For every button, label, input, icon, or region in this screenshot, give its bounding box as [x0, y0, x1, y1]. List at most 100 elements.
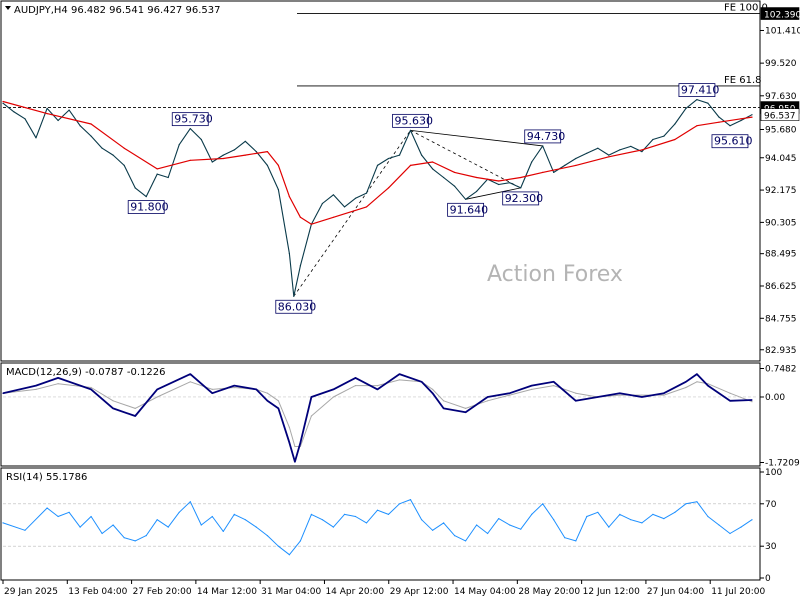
rsi-point	[696, 501, 698, 503]
rsi-point	[398, 503, 401, 505]
triangle-lower-line	[465, 187, 521, 200]
price-point	[68, 109, 70, 111]
rsi-point	[200, 524, 202, 526]
macd-y-axis: 0.7482 0.00 -1.7209	[760, 364, 800, 469]
rsi-y-axis: 100 70 30 0	[760, 468, 782, 584]
price-y-tick-label: 101.410	[765, 26, 800, 36]
price-point	[200, 138, 202, 141]
price-tag-box	[760, 7, 800, 20]
time-tick-label: 12 Jun 12:00	[583, 587, 640, 597]
price-point	[465, 198, 467, 200]
macd-signal-point	[57, 383, 59, 385]
rsi-point	[90, 515, 92, 518]
macd-point	[465, 411, 467, 413]
price-point	[553, 171, 555, 173]
moving-average-point	[498, 180, 500, 182]
macd-point	[277, 407, 279, 409]
price-tag-box	[760, 108, 800, 121]
macd-y-tick-label: 0.00	[765, 393, 785, 403]
macd-point	[134, 415, 136, 417]
macd-point	[443, 407, 445, 409]
moving-average-line	[2, 100, 753, 225]
rsi-point	[729, 532, 731, 535]
rsi-point	[421, 519, 423, 521]
macd-y-tick-label: 0.7482	[765, 364, 797, 374]
time-tick-label: 11 Jul 20:00	[711, 587, 765, 597]
rsi-point	[751, 519, 753, 521]
rsi-point	[288, 554, 290, 556]
price-tag-label: 102.390	[764, 11, 800, 21]
price-point	[696, 99, 698, 101]
moving-average-point	[432, 161, 434, 163]
price-point	[652, 138, 654, 141]
rsi-point	[178, 511, 180, 513]
rsi-point	[520, 528, 522, 530]
macd-point	[487, 396, 489, 398]
macd-point	[90, 388, 92, 390]
price-point	[663, 135, 665, 137]
moving-average-point	[740, 118, 742, 120]
price-y-tick-label: 99.520	[765, 59, 797, 69]
rsi-point	[652, 513, 654, 516]
rsi-point	[685, 503, 687, 505]
price-annotation-label: 95.610	[714, 135, 753, 148]
price-point	[564, 164, 566, 166]
price-annotation-box	[711, 134, 749, 149]
macd-signal-point	[432, 388, 434, 390]
moving-average-point	[608, 156, 610, 158]
moving-average-point	[409, 164, 412, 166]
rsi-point	[476, 524, 478, 526]
macd-signal-point	[35, 388, 37, 390]
macd-point	[354, 377, 357, 379]
rsi-point	[167, 526, 169, 528]
price-annotation-label: 94.730	[527, 130, 566, 143]
price-point	[520, 187, 522, 189]
price-point	[354, 197, 357, 199]
rsi-point	[343, 513, 346, 516]
price-y-tick-label: 82.935	[765, 346, 797, 356]
macd-point	[310, 396, 312, 398]
macd-point	[2, 392, 4, 394]
rsi-point	[24, 529, 26, 531]
macd-point	[432, 392, 434, 394]
price-point	[266, 164, 268, 166]
price-point	[707, 102, 709, 104]
macd-point	[211, 392, 213, 394]
macd-signal-point	[294, 445, 296, 448]
rsi-point	[299, 540, 301, 542]
price-y-tick-label: 97.630	[765, 92, 797, 102]
rsi-series-group	[2, 499, 753, 556]
price-point	[288, 253, 290, 255]
price-annotations: 95.730 91.800 86.030 95.630 91.640 94.730 92.3…	[127, 83, 753, 314]
macd-signal-point	[211, 388, 213, 390]
price-point	[641, 151, 643, 153]
rsi-point	[321, 519, 323, 521]
pane-collapse-icon[interactable]	[5, 6, 11, 10]
price-point	[398, 154, 401, 156]
macd-point	[288, 442, 290, 444]
fibonacci-levels: FE 100.0 FE 61.8	[3, 3, 768, 108]
macd-signal-point	[641, 394, 643, 396]
rsi-point	[189, 501, 191, 503]
price-point	[332, 194, 334, 196]
price-point	[509, 182, 511, 184]
rsi-point	[156, 519, 158, 521]
moving-average-point	[641, 149, 643, 151]
rsi-point	[332, 526, 334, 528]
price-point	[222, 154, 224, 156]
moving-average-point	[244, 154, 246, 156]
fib-level-label: FE 61.8	[724, 75, 762, 86]
macd-signal-point	[685, 386, 687, 389]
rsi-point	[310, 513, 312, 516]
macd-point	[376, 388, 379, 390]
price-y-tick-label: 86.625	[765, 282, 797, 292]
moving-average-point	[365, 206, 368, 208]
price-y-tick-label: 84.755	[765, 314, 797, 324]
price-point	[101, 147, 103, 149]
macd-signal-point	[619, 394, 621, 396]
rsi-point	[57, 515, 59, 518]
macd-point	[255, 388, 257, 390]
macd-y-tick-label: -1.7209	[765, 459, 800, 469]
macd-point	[35, 385, 37, 387]
